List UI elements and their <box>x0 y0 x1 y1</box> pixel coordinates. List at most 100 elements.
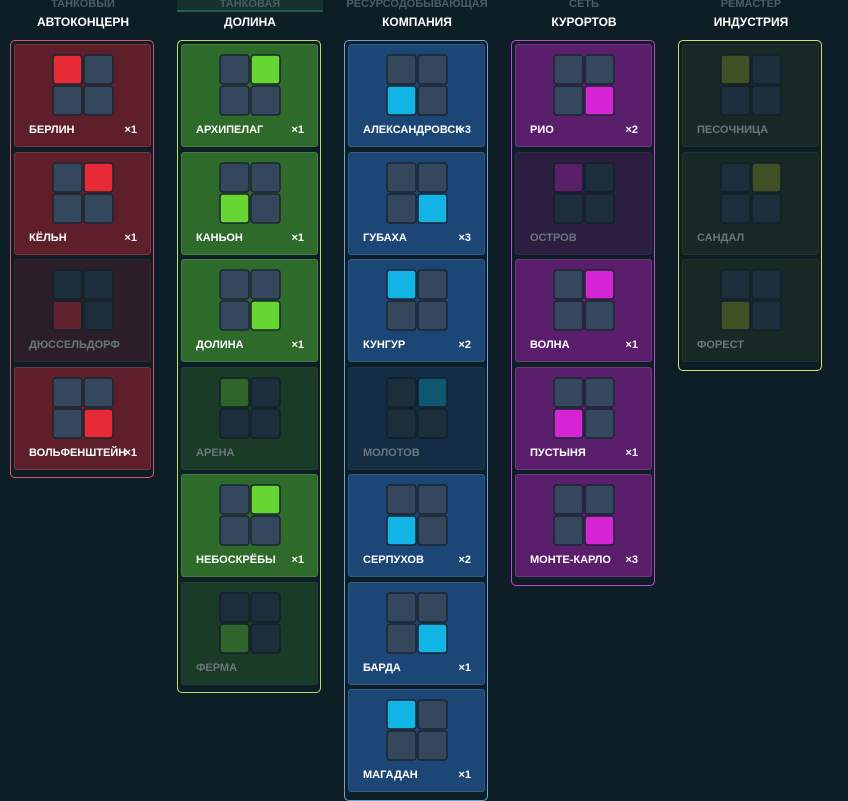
puzzle-icon <box>52 161 114 224</box>
card-name: СЕРПУХОВ <box>363 554 424 566</box>
puzzle-card[interactable]: КЁЛЬН ×1 <box>14 151 151 255</box>
puzzle-icon <box>219 54 281 116</box>
puzzle-piece <box>720 85 751 116</box>
tab[interactable]: РЕМАСТЕР <box>720 0 782 10</box>
puzzle-piece <box>83 300 114 331</box>
card-name: МОЛОТОВ <box>363 446 420 459</box>
puzzle-piece <box>386 730 417 761</box>
puzzle-icon <box>219 161 281 224</box>
puzzle-card[interactable]: ДЮССЕЛЬДОРФ <box>14 259 151 362</box>
puzzle-piece <box>52 269 83 300</box>
puzzle-piece <box>584 54 615 85</box>
puzzle-piece <box>720 54 751 85</box>
puzzle-piece <box>219 161 250 193</box>
puzzle-card[interactable]: КУНГУР ×2 <box>348 259 485 362</box>
puzzle-piece <box>417 407 448 439</box>
card-name: ВОЛЬФЕНШТЕЙН <box>29 446 127 459</box>
card-count: ×1 <box>625 446 638 459</box>
puzzle-piece <box>83 54 114 85</box>
puzzle-card[interactable]: ВОЛНА ×1 <box>515 259 652 362</box>
tab[interactable]: ТАНКОВАЯ <box>177 0 323 12</box>
tab[interactable]: РЕСУРСОДОБЫВАЮЩАЯ <box>346 0 488 10</box>
puzzle-piece <box>417 300 448 331</box>
tab[interactable]: СЕТЬ <box>569 0 599 10</box>
column-title: КУРОРТОВ <box>551 15 617 29</box>
puzzle-piece <box>417 192 448 224</box>
puzzle-piece <box>584 407 615 439</box>
puzzle-icon <box>52 54 114 116</box>
card-name: КЁЛЬН <box>29 231 67 244</box>
puzzle-piece <box>417 54 448 85</box>
puzzle-piece <box>250 300 281 331</box>
puzzle-card[interactable]: ОСТРОВ <box>515 151 652 255</box>
puzzle-card[interactable]: МОЛОТОВ <box>348 366 485 470</box>
puzzle-piece <box>751 300 782 331</box>
card-count: ×1 <box>458 769 471 781</box>
puzzle-icon <box>219 591 281 654</box>
card-name: БЕРЛИН <box>29 124 75 136</box>
puzzle-piece <box>417 730 448 761</box>
puzzle-card[interactable]: МОНТЕ-КАРЛО ×3 <box>515 474 652 577</box>
puzzle-piece <box>751 85 782 116</box>
card-name: АЛЕКСАНДРОВСК <box>363 124 463 136</box>
puzzle-icon <box>720 161 782 224</box>
puzzle-piece <box>250 161 281 193</box>
puzzle-icon <box>386 161 448 224</box>
puzzle-piece <box>386 622 417 654</box>
puzzle-piece <box>52 161 83 193</box>
puzzle-icon <box>219 376 281 439</box>
puzzle-card[interactable]: АРХИПЕЛАГ ×1 <box>181 44 318 147</box>
puzzle-card[interactable]: МАГАДАН ×1 <box>348 689 485 792</box>
puzzle-piece <box>250 192 281 224</box>
card-count: ×1 <box>124 446 137 459</box>
puzzle-piece <box>250 54 281 85</box>
puzzle-card[interactable]: ФОРЕСТ <box>682 259 819 362</box>
puzzle-card[interactable]: ГУБАХА ×3 <box>348 151 485 255</box>
puzzle-piece <box>720 192 751 224</box>
puzzle-icon <box>720 269 782 331</box>
card-count: ×3 <box>625 554 638 566</box>
puzzle-piece <box>386 85 417 116</box>
puzzle-card[interactable]: АЛЕКСАНДРОВСК ×3 <box>348 44 485 147</box>
puzzle-piece <box>553 300 584 331</box>
column-frame <box>511 40 655 586</box>
card-name: ОСТРОВ <box>530 231 577 244</box>
puzzle-icon <box>386 269 448 331</box>
puzzle-card[interactable]: ПУСТЫНЯ ×1 <box>515 366 652 470</box>
puzzle-card[interactable]: НЕБОСКРЁБЫ ×1 <box>181 474 318 577</box>
puzzle-card[interactable]: КАНЬОН ×1 <box>181 151 318 255</box>
puzzle-icon <box>553 269 615 331</box>
card-name: ГУБАХА <box>363 231 407 244</box>
puzzle-card[interactable]: ДОЛИНА ×1 <box>181 259 318 362</box>
puzzle-card[interactable]: САНДАЛ <box>682 151 819 255</box>
puzzle-piece <box>250 515 281 546</box>
card-name: КАНЬОН <box>196 231 243 244</box>
puzzle-piece <box>386 376 417 408</box>
puzzle-card[interactable]: БАРДА ×1 <box>348 581 485 685</box>
puzzle-piece <box>52 192 83 224</box>
puzzle-card[interactable]: ПЕСОЧНИЦА <box>682 44 819 147</box>
puzzle-card[interactable]: БЕРЛИН ×1 <box>14 44 151 147</box>
tab[interactable]: ТАНКОВЫЙ <box>51 0 115 10</box>
puzzle-piece <box>250 407 281 439</box>
puzzle-icon <box>386 591 448 654</box>
puzzle-piece <box>219 269 250 300</box>
puzzle-card[interactable]: РИО ×2 <box>515 44 652 147</box>
puzzle-piece <box>584 376 615 408</box>
puzzle-card[interactable]: ФЕРМА <box>181 581 318 685</box>
puzzle-piece <box>584 192 615 224</box>
puzzle-piece <box>250 484 281 515</box>
puzzle-icon <box>553 54 615 116</box>
puzzle-icon <box>553 484 615 546</box>
card-name: ВОЛНА <box>530 339 570 351</box>
puzzle-card[interactable]: СЕРПУХОВ ×2 <box>348 474 485 577</box>
puzzle-icon <box>386 699 448 761</box>
puzzle-piece <box>83 407 114 439</box>
column-frame <box>678 40 822 371</box>
puzzle-piece <box>219 407 250 439</box>
card-name: САНДАЛ <box>697 231 745 244</box>
puzzle-card[interactable]: ВОЛЬФЕНШТЕЙН ×1 <box>14 366 151 470</box>
puzzle-piece <box>386 515 417 546</box>
puzzle-piece <box>250 269 281 300</box>
puzzle-card[interactable]: АРЕНА <box>181 366 318 470</box>
